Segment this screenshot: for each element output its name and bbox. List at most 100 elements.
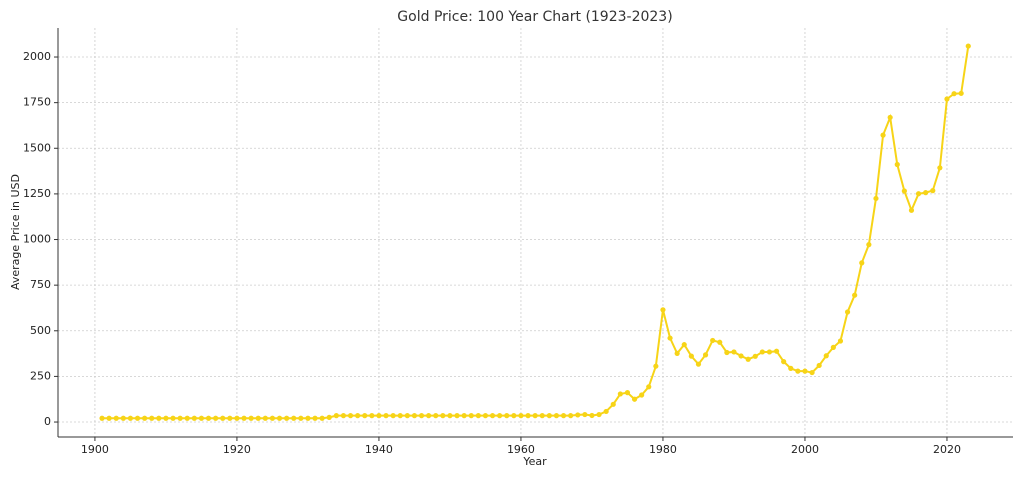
point: [482, 413, 489, 419]
y-tick-label: 750: [30, 278, 51, 291]
point: [795, 368, 801, 374]
point: [170, 415, 176, 421]
point: [489, 413, 496, 419]
point: [383, 413, 389, 419]
point: [660, 307, 666, 313]
point: [944, 96, 950, 102]
point: [631, 396, 638, 402]
point: [695, 361, 702, 367]
point: [369, 413, 375, 419]
point: [823, 353, 829, 359]
point: [887, 114, 893, 121]
point: [518, 413, 524, 419]
point: [965, 43, 971, 49]
point: [411, 413, 418, 419]
point: [326, 414, 332, 420]
point: [333, 413, 339, 419]
point: [134, 415, 141, 421]
point: [227, 415, 233, 421]
point: [766, 349, 773, 355]
point: [184, 415, 190, 421]
y-tick-label: 1750: [23, 96, 51, 109]
point: [319, 415, 325, 421]
point: [624, 390, 631, 396]
point: [276, 415, 283, 421]
point: [497, 413, 503, 419]
point: [610, 401, 616, 407]
y-tick-label: 1000: [23, 233, 51, 246]
point: [745, 356, 751, 362]
point: [603, 408, 609, 415]
point: [731, 349, 737, 355]
x-tick-label: 2000: [791, 443, 819, 456]
point: [674, 350, 680, 357]
point: [99, 415, 105, 421]
point: [433, 413, 439, 419]
point: [404, 413, 410, 419]
chart-title: Gold Price: 100 Year Chart (1923-2023): [397, 9, 672, 25]
x-tick-label: 1900: [81, 443, 109, 456]
x-tick-label: 1920: [223, 443, 251, 456]
point: [859, 260, 865, 266]
point: [191, 415, 197, 421]
point: [646, 384, 652, 390]
point: [667, 335, 673, 341]
point: [951, 91, 957, 97]
point: [511, 413, 517, 419]
point: [475, 413, 481, 419]
point: [915, 191, 922, 197]
point: [397, 413, 403, 419]
point: [156, 415, 162, 421]
point: [539, 413, 545, 419]
point: [454, 413, 460, 419]
point: [504, 413, 510, 419]
point: [880, 132, 886, 138]
point: [198, 415, 205, 421]
point: [930, 188, 936, 194]
point: [340, 413, 347, 419]
point: [291, 415, 297, 421]
x-tick-label: 2020: [933, 443, 961, 456]
point: [426, 413, 432, 419]
point: [177, 415, 183, 421]
y-tick-label: 1250: [23, 187, 51, 200]
point: [788, 365, 794, 371]
x-tick-label: 1980: [649, 443, 677, 456]
point: [752, 353, 758, 359]
point: [702, 352, 709, 358]
point: [255, 415, 261, 421]
point: [653, 363, 659, 369]
point: [262, 415, 268, 421]
point: [553, 413, 560, 419]
point: [220, 415, 226, 421]
point: [312, 415, 318, 421]
y-axis-label: Average Price in USD: [9, 174, 22, 290]
y-tick-label: 0: [44, 415, 51, 428]
point: [106, 415, 112, 421]
point: [468, 413, 474, 419]
point: [781, 359, 787, 365]
point: [617, 391, 623, 397]
point: [213, 415, 219, 421]
y-tick-label: 2000: [23, 50, 51, 63]
point: [447, 413, 453, 419]
point: [546, 413, 552, 419]
point: [418, 413, 425, 419]
point: [305, 415, 311, 421]
point: [894, 161, 900, 168]
x-axis-label: Year: [522, 455, 547, 468]
point: [681, 342, 687, 348]
point: [532, 413, 538, 419]
point: [866, 242, 872, 248]
x-tick-label: 1960: [507, 443, 535, 456]
point: [163, 415, 169, 421]
point: [127, 415, 134, 421]
point: [298, 415, 304, 421]
grid: [58, 28, 1013, 437]
point: [958, 90, 964, 96]
point: [440, 413, 446, 419]
point: [525, 413, 531, 419]
point: [688, 353, 694, 359]
point: [852, 292, 858, 298]
